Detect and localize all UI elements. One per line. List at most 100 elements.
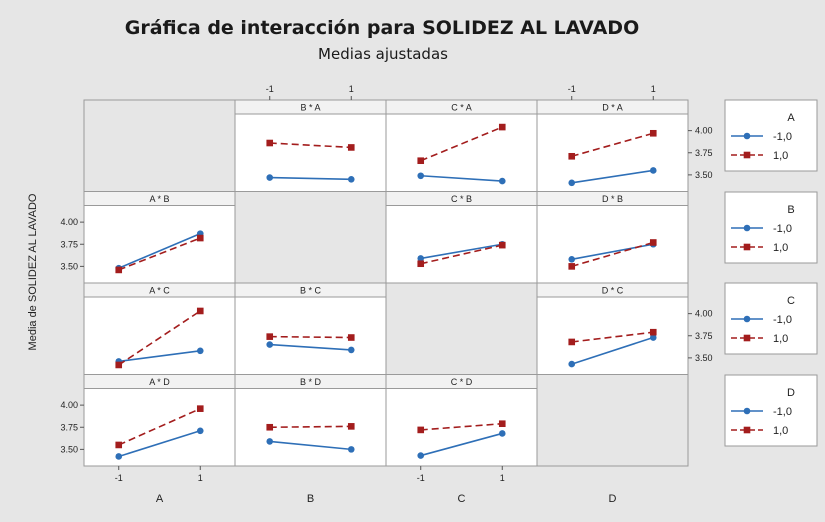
series-line (118, 237, 201, 271)
series-line (118, 350, 201, 363)
data-point (347, 423, 355, 430)
legend-marker (743, 315, 751, 323)
panel-background (385, 191, 538, 284)
y-tick-label: 3.75 (695, 331, 713, 341)
legend-entry: 1,0 (773, 333, 788, 345)
data-point (568, 360, 576, 368)
data-point (115, 361, 123, 369)
data-point (266, 333, 274, 340)
legend-entry: -1,0 (773, 223, 792, 235)
panel-strip (536, 191, 689, 206)
panel-background (234, 99, 387, 192)
series-line (118, 310, 201, 366)
legend-title: B (787, 204, 794, 216)
panel-label: D * B (602, 194, 623, 204)
data-point (266, 341, 274, 348)
legend-marker (743, 224, 751, 232)
series-line (571, 336, 654, 365)
data-point (417, 157, 425, 165)
series-line (420, 244, 503, 265)
panel-label: A * B (149, 194, 169, 204)
data-point (649, 328, 657, 336)
legend-marker (743, 132, 751, 140)
y-tick-label: 4.00 (695, 126, 713, 136)
series-line (269, 176, 352, 181)
data-point (649, 129, 657, 137)
series-line (571, 169, 654, 184)
legend-title: A (787, 112, 795, 124)
data-point (498, 123, 506, 131)
data-point (568, 152, 576, 160)
series-line (420, 174, 503, 182)
empty-panel (385, 282, 538, 375)
panel-background (385, 374, 538, 467)
y-tick-label: 3.75 (695, 148, 713, 158)
series-line (269, 142, 352, 149)
data-point (347, 144, 355, 151)
panel-background (536, 191, 689, 284)
legend-marker (743, 243, 751, 251)
empty-panel (536, 374, 689, 467)
data-point (568, 263, 576, 270)
panel-label: B * A (300, 103, 320, 113)
panel-label: D * A (602, 103, 623, 113)
data-point (347, 446, 355, 453)
legend-entry: 1,0 (773, 242, 788, 254)
panel-label: D * C (602, 286, 624, 296)
legend-title: D (787, 387, 795, 399)
y-tick-label: 4.00 (60, 400, 78, 410)
data-point (115, 453, 123, 460)
data-point (649, 239, 657, 246)
legend-entry: -1,0 (773, 406, 792, 418)
factor-label: A (156, 493, 164, 505)
legend-entry: 1,0 (773, 150, 788, 162)
empty-panel (234, 191, 387, 284)
y-tick-label: 3.50 (60, 261, 78, 271)
factor-label: D (609, 493, 617, 505)
data-point (649, 167, 657, 174)
series-line (269, 335, 352, 339)
panel-grid: B * A C * A D * A A * B C * B D * B A * C B * C… (60, 84, 712, 505)
legend-marker (743, 407, 751, 415)
data-point (498, 420, 506, 428)
data-point (347, 334, 355, 341)
y-axis-label: Media de SOLIDEZ AL LAVADO (27, 193, 39, 350)
legend-group: A -1,0 1,0 B -1,0 1,0 C -1,0 1,0 D -1,0 1,0 (724, 99, 818, 447)
panel-background (83, 374, 236, 467)
series-line (118, 430, 201, 458)
legend-marker (743, 334, 751, 342)
series-line (571, 331, 654, 343)
factor-label: C (458, 493, 466, 505)
data-point (417, 260, 425, 268)
series-line (571, 241, 654, 268)
data-point (266, 423, 274, 431)
data-point (115, 266, 123, 274)
x-tick-label: -1 (417, 473, 425, 483)
panel-background (536, 282, 689, 375)
data-point (417, 426, 425, 434)
data-point (266, 139, 274, 147)
data-point (568, 338, 576, 346)
legend-marker (743, 426, 751, 434)
x-tick-label: 1 (651, 84, 656, 94)
series-line (118, 232, 201, 269)
legend-entry: -1,0 (773, 131, 792, 143)
series-line (118, 407, 201, 446)
data-point (196, 347, 204, 355)
y-tick-label: 3.75 (60, 239, 78, 249)
panel-strip (536, 282, 689, 298)
data-point (196, 307, 204, 315)
data-point (568, 179, 576, 187)
y-tick-label: 4.00 (695, 309, 713, 319)
empty-panel (83, 99, 236, 192)
x-tick-label: 1 (500, 473, 505, 483)
x-tick-label: -1 (568, 84, 576, 94)
panel-strip (536, 99, 689, 115)
x-tick-label: -1 (115, 473, 123, 483)
panel-label: A * C (149, 286, 170, 296)
data-point (266, 438, 274, 445)
panel-label: B * D (300, 377, 322, 387)
y-tick-label: 3.75 (60, 422, 78, 432)
data-point (347, 346, 355, 354)
